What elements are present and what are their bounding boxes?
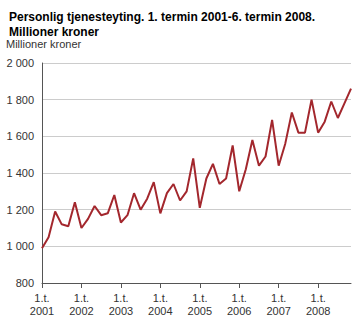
svg-text:2005: 2005	[188, 305, 212, 317]
svg-text:1.t.: 1.t.	[271, 292, 286, 304]
svg-text:1.t.: 1.t.	[153, 292, 168, 304]
svg-text:1.t.: 1.t.	[34, 292, 49, 304]
svg-text:1 000: 1 000	[6, 240, 34, 252]
svg-text:Millioner kroner: Millioner kroner	[9, 25, 99, 39]
svg-text:2004: 2004	[148, 305, 172, 317]
svg-text:Personlig tjenesteyting. 1. te: Personlig tjenesteyting. 1. termin 2001-…	[9, 10, 315, 24]
svg-text:1.t.: 1.t.	[192, 292, 207, 304]
svg-text:2001: 2001	[30, 305, 54, 317]
svg-text:800: 800	[16, 277, 34, 289]
svg-text:2002: 2002	[69, 305, 93, 317]
svg-text:2 000: 2 000	[6, 57, 34, 69]
svg-text:2003: 2003	[109, 305, 133, 317]
svg-text:1.t.: 1.t.	[113, 292, 128, 304]
svg-text:1 600: 1 600	[6, 130, 34, 142]
svg-text:1 200: 1 200	[6, 204, 34, 216]
svg-text:1.t.: 1.t.	[74, 292, 89, 304]
svg-text:Millioner kroner: Millioner kroner	[6, 38, 82, 50]
svg-text:2008: 2008	[306, 305, 330, 317]
svg-text:1 400: 1 400	[6, 167, 34, 179]
svg-text:1.t.: 1.t.	[232, 292, 247, 304]
svg-text:1.t.: 1.t.	[310, 292, 325, 304]
svg-text:2007: 2007	[266, 305, 290, 317]
svg-text:2006: 2006	[227, 305, 251, 317]
svg-text:1 800: 1 800	[6, 94, 34, 106]
